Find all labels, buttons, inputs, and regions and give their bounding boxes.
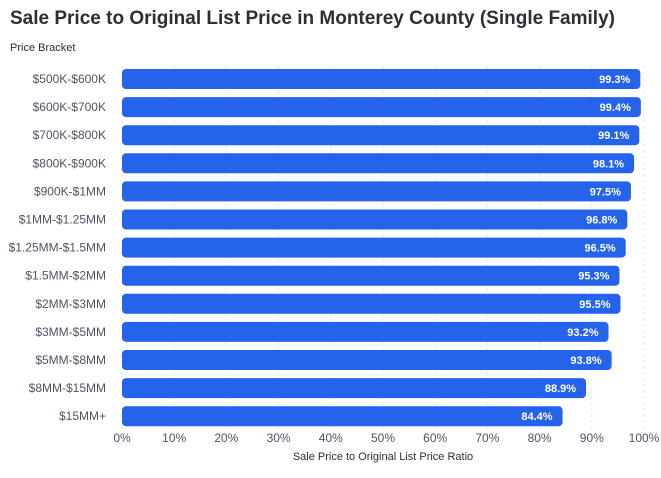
bar-value-label: 96.5% [585, 243, 616, 255]
x-axis-title: Sale Price to Original List Price Ratio [293, 451, 473, 463]
bar [122, 378, 587, 399]
bar-value-label: 99.3% [599, 74, 630, 86]
bars: 99.3% 99.4% 99.1% 98.1% 97.5% 96.8% 96.5% 95.3%… [122, 69, 641, 427]
category-label: $1.5MM-$2MM [25, 269, 106, 283]
bar-value-label: 97.5% [590, 186, 621, 198]
x-tick-labels: 0% 10% 20% 30% 40% 50% 60% 70% 80% 90% 100% [113, 431, 659, 445]
x-tick-label: 60% [423, 431, 447, 445]
category-label: $15MM+ [59, 409, 106, 423]
x-tick-label: 100% [629, 431, 660, 445]
bar [122, 350, 612, 370]
category-label: $800K-$900K [33, 156, 106, 170]
bar-value-label: 93.8% [570, 355, 601, 367]
bar-value-label: 84.4% [521, 411, 552, 423]
bar-value-label: 98.1% [593, 158, 624, 170]
category-label: $700K-$800K [33, 128, 106, 142]
bar-value-label: 88.9% [545, 383, 576, 395]
bar-value-label: 95.3% [578, 271, 609, 283]
bar [122, 125, 640, 146]
x-tick-label: 30% [267, 431, 291, 445]
bar [122, 153, 635, 174]
chart-title: Sale Price to Original List Price in Mon… [10, 8, 615, 29]
x-tick-label: 90% [580, 431, 604, 445]
y-axis-title: Price Bracket [10, 42, 76, 54]
category-label: $1.25MM-$1.5MM [9, 241, 106, 255]
bar-value-label: 96.8% [586, 215, 617, 227]
category-label: $8MM-$15MM [29, 381, 106, 395]
category-label: $600K-$700K [33, 100, 106, 114]
bar-value-label: 99.1% [598, 130, 629, 142]
bar [122, 237, 626, 258]
bar [122, 97, 641, 118]
category-label: $900K-$1MM [34, 184, 106, 198]
bar [122, 321, 609, 342]
bar [122, 406, 563, 427]
category-label: $2MM-$3MM [35, 297, 106, 311]
x-tick-label: 20% [214, 431, 238, 445]
category-label: $5MM-$8MM [35, 353, 106, 367]
bar-value-label: 95.5% [579, 299, 610, 311]
category-label: $500K-$600K [33, 72, 106, 86]
bar [122, 209, 628, 230]
x-tick-label: 0% [113, 431, 131, 445]
bar [122, 265, 620, 286]
x-tick-label: 70% [475, 431, 499, 445]
x-tick-label: 80% [528, 431, 552, 445]
bar [122, 69, 641, 89]
category-label: $1MM-$1.25MM [19, 213, 106, 227]
bar [122, 293, 621, 314]
x-tick-label: 40% [319, 431, 343, 445]
category-label: $3MM-$5MM [35, 325, 106, 339]
category-labels: $500K-$600K $600K-$700K $700K-$800K $800K-$… [9, 72, 106, 423]
bar-value-label: 93.2% [567, 327, 598, 339]
bar-value-label: 99.4% [600, 102, 631, 114]
x-tick-label: 50% [371, 431, 395, 445]
x-tick-label: 10% [162, 431, 186, 445]
bar [122, 181, 631, 202]
